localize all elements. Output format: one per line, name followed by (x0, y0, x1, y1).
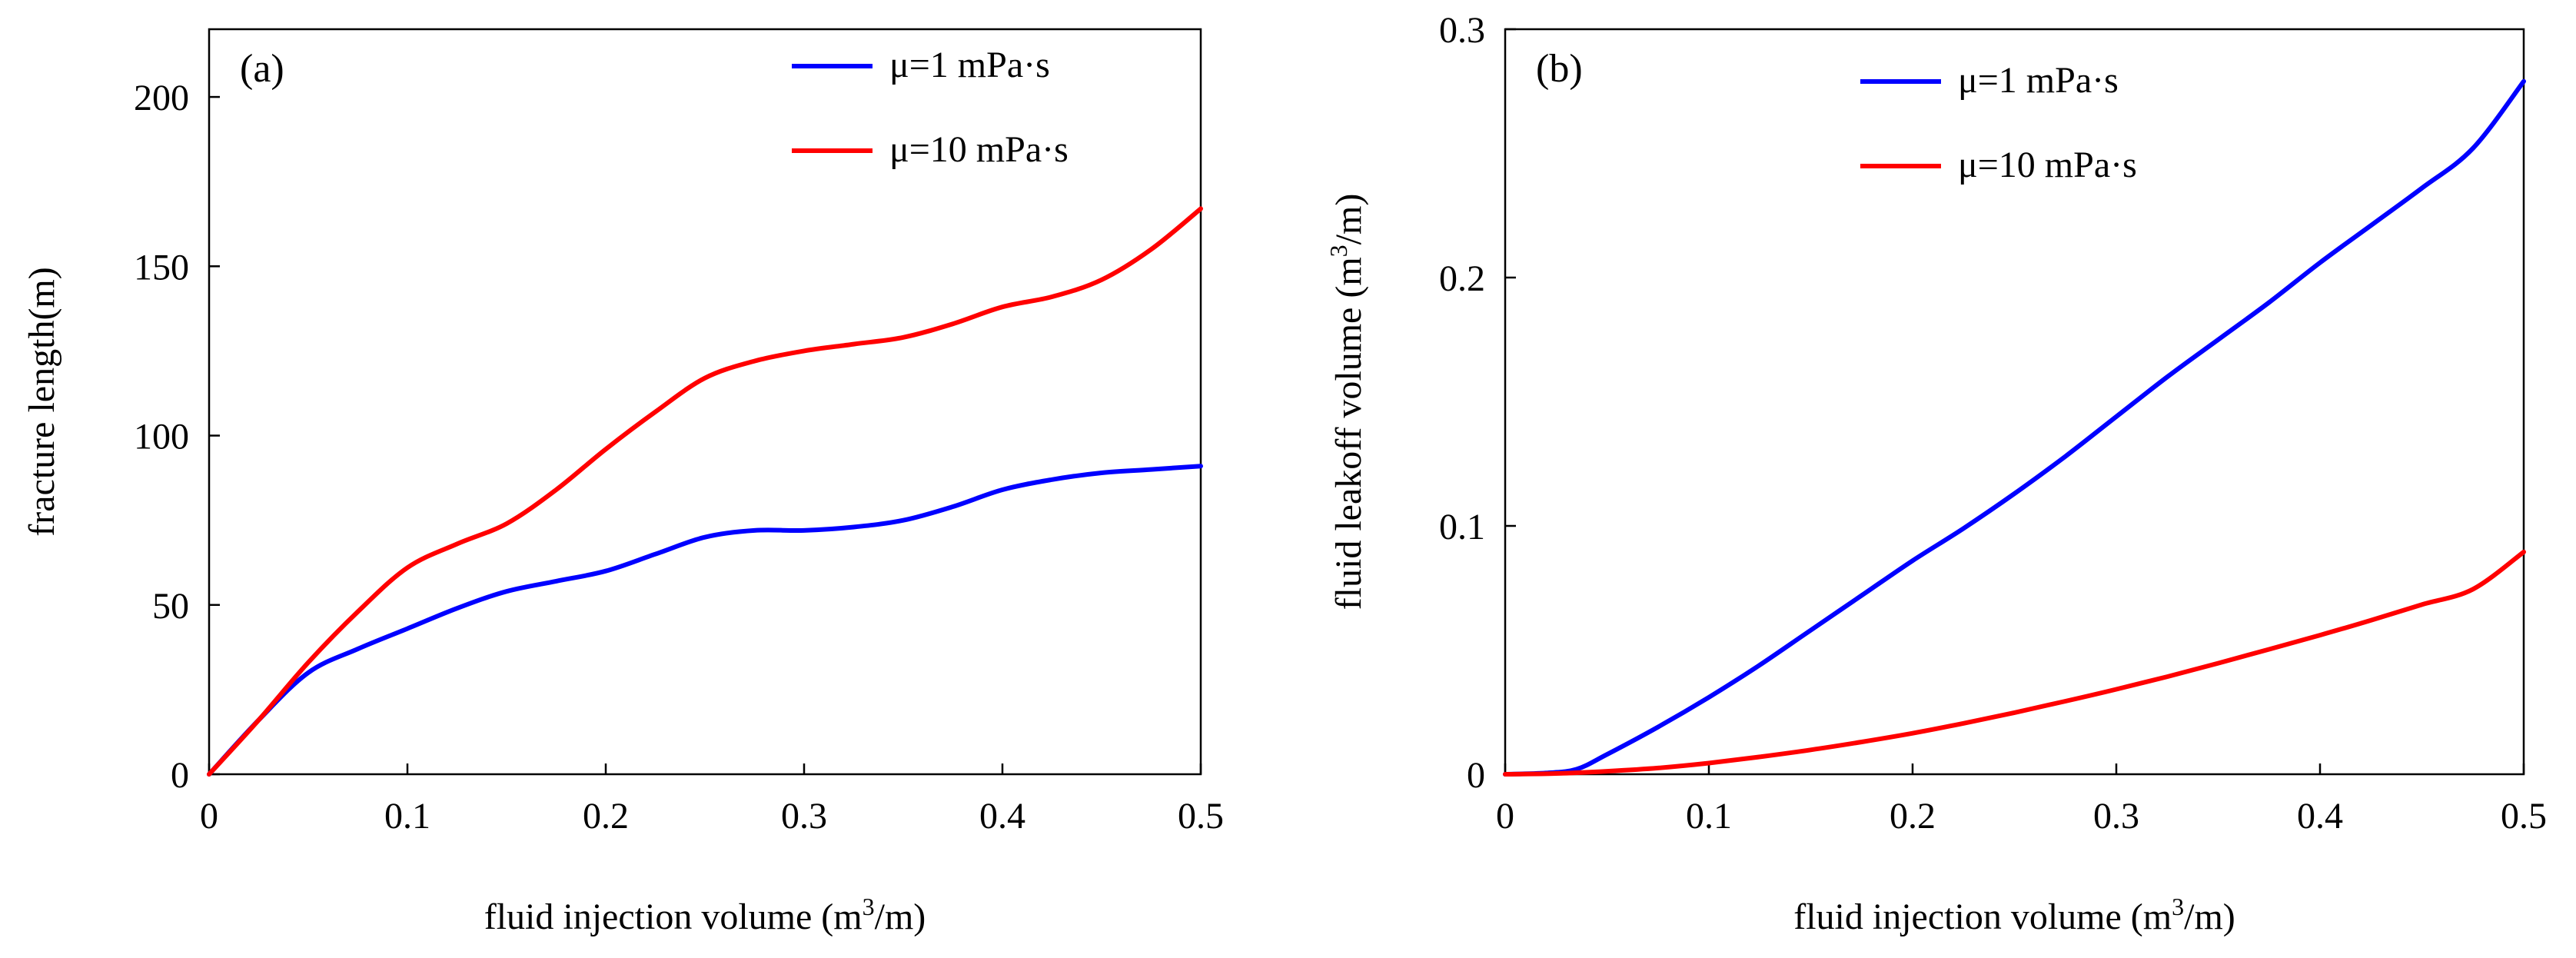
y-tick-label-a: 0 (171, 755, 189, 796)
x-axis-title-a: fluid injection volume (m3/m) (484, 893, 926, 937)
x-tick-label-a: 0.1 (384, 796, 430, 837)
legend-label-b-2: μ=10 mPa·s (1958, 145, 2137, 185)
panel-label-b: (b) (1536, 47, 1583, 91)
y-tick-label-b: 0.3 (1439, 10, 1485, 51)
legend-b: μ=1 mPa·s μ=10 mPa·s (1860, 60, 2137, 185)
y-tick-label-a: 150 (134, 247, 189, 288)
series-line-b-2 (1503, 549, 2526, 777)
series-line-a-2 (207, 206, 1203, 777)
x-tick-label-a: 0.2 (583, 796, 629, 837)
panel-b-chart: 0 0.1 0.2 0.3 0.4 0.5 0 0.1 0.2 0.3 fluid injectio… (1325, 10, 2547, 937)
y-tick-label-b: 0.1 (1439, 507, 1485, 547)
plot-frame-b (1504, 28, 2525, 776)
y-tick-label-a: 100 (134, 417, 189, 457)
x-tick-label-b: 0.3 (2093, 796, 2139, 837)
y-axis-title-a: fracture length(m) (22, 267, 62, 536)
x-tick-label-a: 0.3 (781, 796, 827, 837)
x-tick-label-b: 0.1 (1686, 796, 1732, 837)
legend-label-a-2: μ=10 mPa·s (889, 129, 1069, 170)
x-tick-label-a: 0 (200, 796, 218, 837)
panel-label-a: (a) (240, 47, 284, 91)
y-tick-label-b: 0 (1467, 755, 1485, 796)
x-tick-label-a: 0.5 (1178, 796, 1224, 837)
legend-label-b-1: μ=1 mPa·s (1958, 60, 2119, 101)
x-tick-label-b: 0.4 (2297, 796, 2343, 837)
x-tick-label-a: 0.4 (979, 796, 1025, 837)
x-tick-label-b: 0.2 (1890, 796, 1936, 837)
panel-a-chart: 0 0.1 0.2 0.3 0.4 0.5 0 50 100 150 200 fluid inject… (22, 28, 1224, 937)
series-line-a-1 (207, 464, 1203, 777)
legend-a: μ=1 mPa·s μ=10 mPa·s (792, 45, 1069, 170)
plot-frame-a (208, 28, 1202, 776)
x-tick-label-b: 0.5 (2501, 796, 2547, 837)
x-axis-title-b: fluid injection volume (m3/m) (1793, 893, 2235, 937)
legend-label-a-1: μ=1 mPa·s (889, 45, 1050, 85)
y-tick-label-a: 50 (152, 586, 189, 627)
x-tick-label-b: 0 (1496, 796, 1514, 837)
y-tick-label-a: 200 (134, 78, 189, 118)
y-tick-label-b: 0.2 (1439, 258, 1485, 299)
series-line-b-1 (1503, 78, 2526, 777)
y-axis-title-b: fluid leakoff volume (m3/m) (1325, 194, 1369, 610)
